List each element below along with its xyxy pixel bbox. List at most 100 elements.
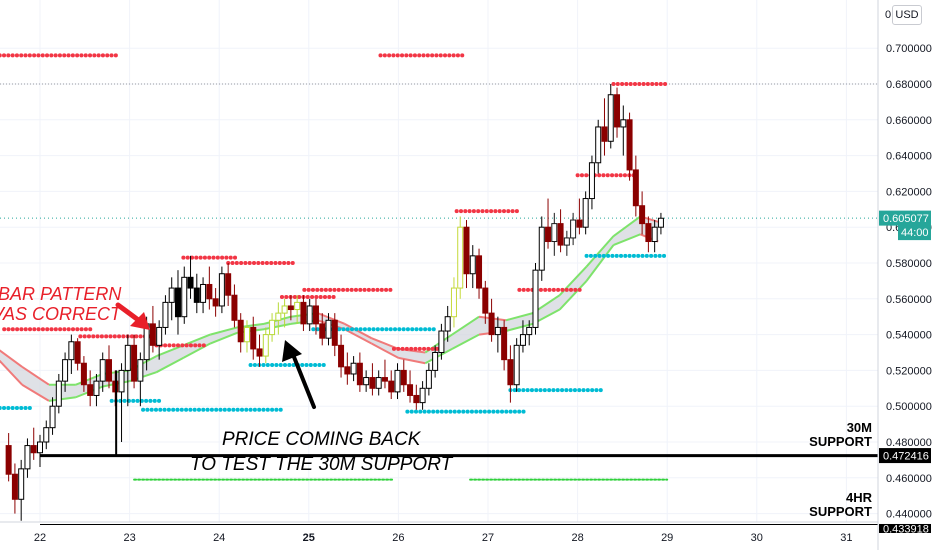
candle-body — [68, 341, 75, 361]
price-tick-label: 0.560000 — [886, 294, 932, 306]
candle-body — [11, 473, 18, 500]
bar-pattern-label: BAR PATTERN — [0, 284, 122, 304]
ribbon-lower-edge — [371, 342, 399, 359]
support-30m-tag-bg — [879, 448, 931, 464]
currency-button[interactable]: USD — [892, 5, 922, 25]
black-arrow-head — [282, 340, 302, 362]
candle-body — [476, 255, 483, 289]
candle-body — [400, 369, 407, 386]
red-arrow-head — [130, 312, 150, 330]
candle-body — [281, 305, 288, 314]
support-30m-title-1: 30M — [847, 420, 872, 435]
candle-body — [18, 468, 25, 500]
candle-body — [595, 126, 602, 164]
price-coming-back-label: PRICE COMING BACK — [222, 429, 422, 450]
price-tick-label: 0.460000 — [886, 473, 932, 485]
time-tick-label: 26 — [392, 532, 404, 544]
candle-body — [501, 326, 508, 361]
candle-body — [651, 226, 658, 243]
price-tick-label: 0.440000 — [886, 509, 932, 521]
candle-body — [275, 312, 282, 321]
candle-body — [93, 380, 100, 396]
candle-body — [80, 362, 87, 386]
ribbon-lower-edge — [156, 356, 184, 374]
candle-body — [450, 287, 457, 318]
candle-body — [162, 301, 169, 328]
black-arrow-shaft — [290, 350, 316, 409]
countdown-text: 44:00 — [901, 227, 929, 239]
ribbon-lower-edge — [451, 333, 480, 350]
price-tick-label: 0.540000 — [886, 330, 932, 342]
candle-body — [438, 330, 445, 353]
candle-body — [218, 273, 225, 307]
ribbon-lower-edge — [585, 244, 615, 282]
candle-body — [331, 319, 338, 346]
candle-body — [463, 226, 470, 275]
ribbon-lower-edge — [0, 359, 23, 386]
time-tick-label: 25 — [303, 532, 315, 544]
candle-body — [287, 305, 294, 311]
time-tick-label: 30 — [751, 532, 763, 544]
current-price-tag-bg — [879, 210, 931, 226]
candle-body — [168, 287, 175, 303]
candle-body — [174, 287, 181, 318]
candle-body — [494, 326, 501, 336]
ribbon-lower-edge — [558, 280, 588, 311]
price-tick-label: 0.680000 — [886, 79, 932, 91]
time-tick-label: 23 — [123, 532, 135, 544]
candle-body — [513, 344, 520, 386]
candle-body — [620, 119, 627, 128]
candle-body — [206, 283, 213, 300]
candle-body — [519, 334, 526, 346]
candle-body — [375, 377, 382, 389]
countdown-tag: 44:00 — [898, 225, 931, 241]
support-4hr-tag-text: 0.433918 — [883, 523, 929, 535]
ribbon-fill — [0, 216, 659, 401]
candle-body — [538, 226, 545, 271]
price-tick-label: 0.620000 — [886, 186, 932, 198]
candle-body — [5, 445, 12, 475]
time-tick-label: 31 — [840, 532, 852, 544]
candle-body — [614, 94, 621, 128]
candle-body — [294, 301, 301, 311]
candle-body — [306, 305, 313, 325]
candle-body — [545, 226, 552, 243]
candle-body — [156, 326, 163, 346]
candle-body — [425, 369, 432, 389]
candle-body — [55, 380, 62, 407]
ribbon-upper-edge — [612, 215, 641, 237]
candle-body — [457, 226, 464, 289]
support-4hr-tag: 0.433918 — [879, 523, 931, 535]
candle-body — [645, 223, 652, 243]
ribbon-lower-edge — [398, 356, 426, 365]
time-tick-label: 29 — [661, 532, 673, 544]
candle-body — [582, 198, 589, 228]
candle-body — [381, 377, 388, 382]
ribbon-lower-edge — [613, 233, 641, 247]
support-30m-tag: 0.472416 — [879, 448, 931, 464]
candle-body — [325, 319, 332, 339]
support-30m-title-2: SUPPORT — [809, 434, 872, 449]
ribbon-lower-edge — [263, 322, 292, 331]
candle-body — [601, 126, 608, 142]
candle-body — [105, 359, 112, 382]
candle-body — [269, 319, 276, 336]
candle-body — [193, 287, 200, 303]
ribbon-upper-edge — [182, 333, 211, 347]
price-tick-label: 0.660000 — [886, 115, 932, 127]
candle-body — [30, 445, 37, 454]
candle-body — [124, 344, 131, 371]
candle-body — [62, 359, 69, 382]
candle-body — [99, 359, 106, 382]
current-price-tag: 0.605077 — [879, 210, 931, 226]
price-tick-label: 0.520000 — [886, 365, 932, 377]
candle-body — [225, 273, 232, 296]
candle-body — [369, 377, 376, 389]
candle-body — [532, 269, 539, 328]
support-30m-tag-text: 0.472416 — [883, 451, 929, 463]
support-4hr-tag-bg — [879, 523, 931, 533]
ribbon-upper-edge — [451, 315, 480, 336]
level-markers — [0, 53, 670, 481]
